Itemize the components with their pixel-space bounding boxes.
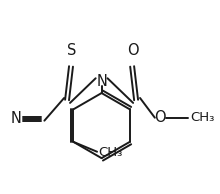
Text: O: O xyxy=(127,42,139,58)
Text: N: N xyxy=(10,111,21,126)
Text: CH₃: CH₃ xyxy=(98,146,122,159)
Text: N: N xyxy=(96,74,107,89)
Text: CH₃: CH₃ xyxy=(190,111,215,124)
Text: O: O xyxy=(154,110,166,125)
Text: S: S xyxy=(67,42,77,58)
